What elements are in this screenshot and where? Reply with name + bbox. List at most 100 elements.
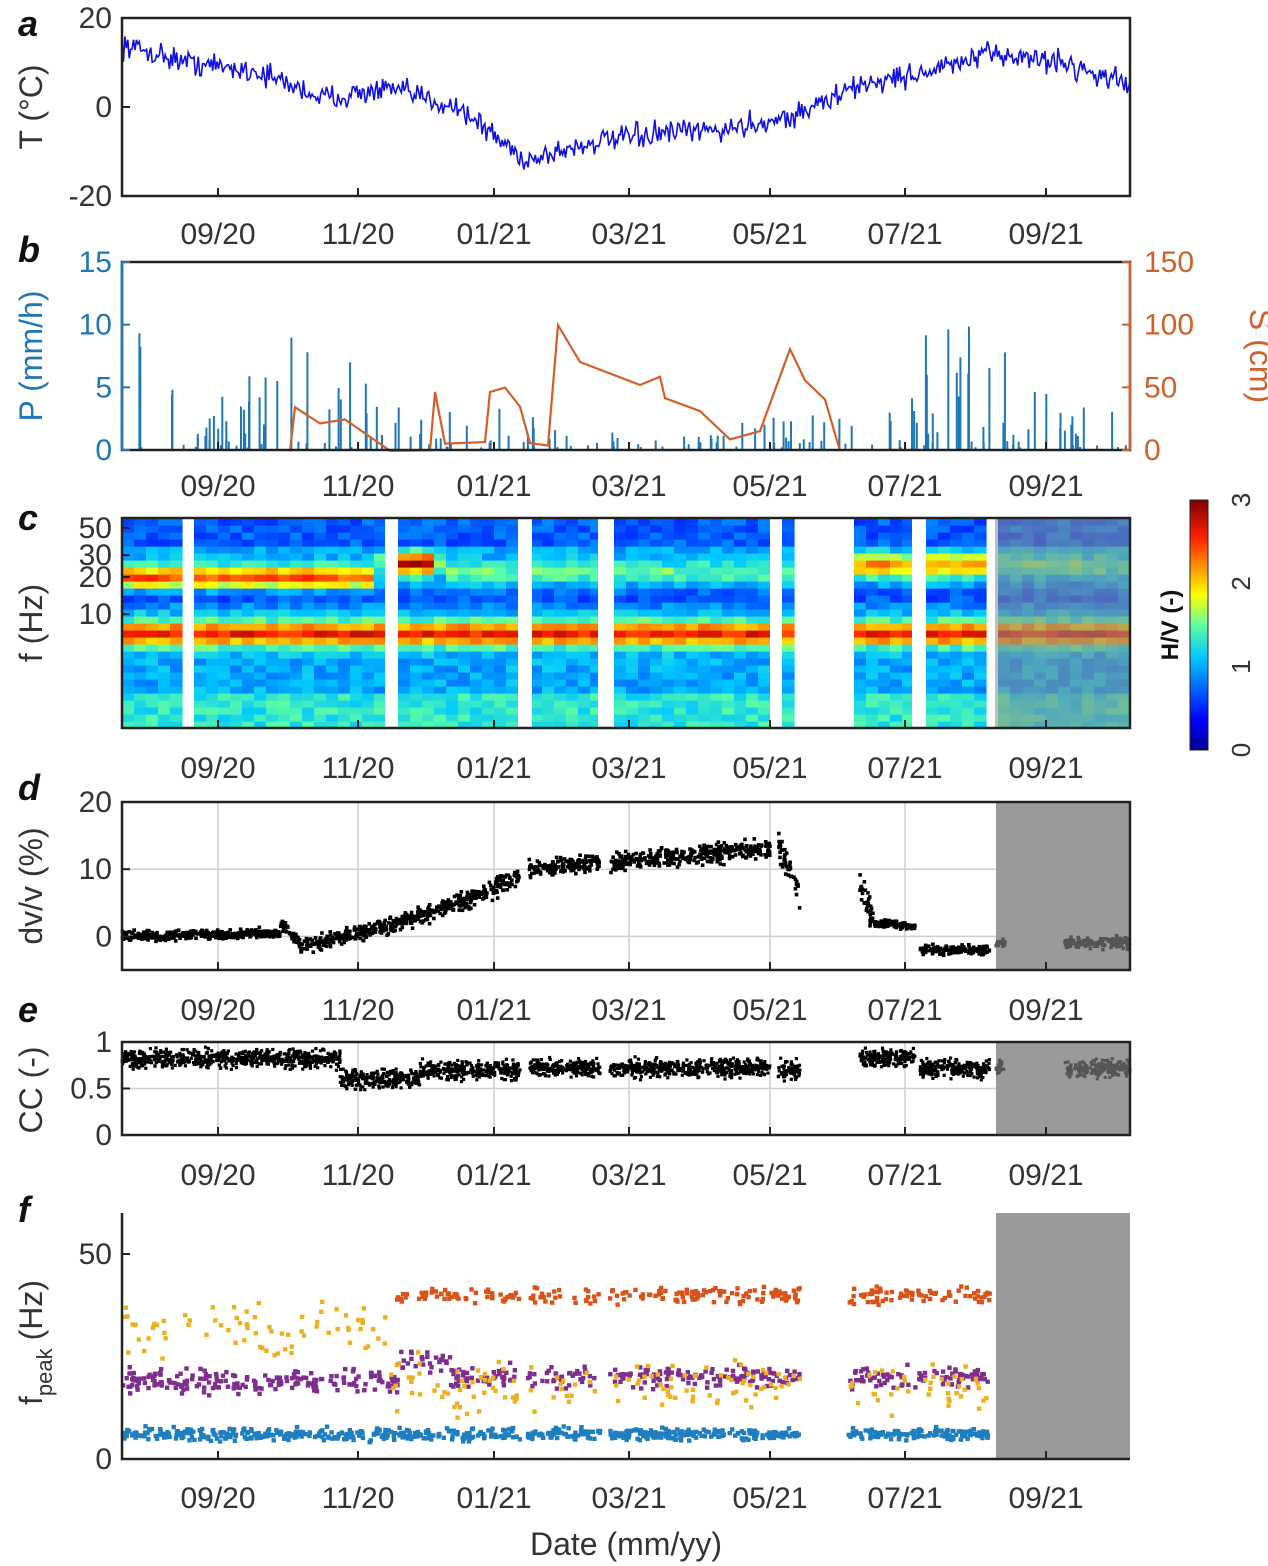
heatmap-cell	[938, 721, 951, 729]
heatmap-cell	[746, 532, 759, 540]
heatmap-cell	[290, 616, 303, 624]
heatmap-cell	[506, 609, 519, 617]
heatmap-cell	[230, 560, 243, 568]
heatmap-cell	[254, 602, 267, 610]
dvv-point	[348, 929, 352, 934]
heatmap-cell	[170, 588, 183, 596]
heatmap-cell	[338, 574, 351, 582]
data-gap	[987, 518, 995, 728]
dvv-point	[560, 866, 565, 871]
heatmap-cell	[710, 658, 723, 666]
heatmap-cell	[614, 637, 627, 645]
heatmap-cell	[866, 693, 879, 701]
heatmap-cell	[974, 637, 987, 645]
heatmap-cell	[650, 525, 663, 533]
heatmap-cell	[974, 525, 987, 533]
dvv-point-shaded	[1002, 943, 1007, 947]
dvv-point	[700, 847, 704, 851]
precip-snow-series	[138, 321, 1127, 452]
heatmap-cell	[482, 609, 495, 617]
heatmap-cell	[662, 574, 675, 582]
heatmap-cell	[362, 560, 375, 568]
heatmap-cell	[590, 637, 603, 645]
dvv-point-shaded	[1125, 943, 1130, 948]
heatmap-cell	[578, 602, 591, 610]
heatmap-cell	[674, 602, 687, 610]
heatmap-cell	[662, 623, 675, 631]
cc-point	[166, 1058, 170, 1062]
heatmap-cell	[290, 700, 303, 708]
heatmap-cell	[554, 637, 567, 645]
heatmap-cell	[218, 665, 231, 673]
heatmap-cell	[890, 623, 903, 631]
heatmap-shade	[995, 518, 1130, 728]
dvv-point	[868, 921, 873, 926]
dvv-point	[318, 946, 322, 951]
heatmap-cell	[206, 644, 219, 652]
heatmap-cell	[482, 693, 495, 701]
heatmap-cell	[266, 553, 279, 561]
heatmap-cell	[206, 539, 219, 547]
heatmap-cell	[614, 602, 627, 610]
cc-point	[210, 1049, 214, 1053]
heatmap-cell	[566, 546, 579, 554]
cc-point	[264, 1054, 268, 1059]
cc-point	[262, 1058, 266, 1062]
heatmap-cell	[614, 581, 627, 589]
dvv-point	[517, 875, 521, 880]
dvv-point	[378, 920, 382, 925]
heatmap-cell	[590, 679, 603, 687]
heatmap-cell	[434, 686, 447, 694]
heatmap-cell	[470, 567, 483, 575]
heatmap-cell	[662, 630, 675, 638]
dvv-point	[699, 857, 704, 861]
dvv-point	[310, 938, 315, 943]
cc-point	[143, 1062, 147, 1066]
dvv-point	[868, 904, 873, 908]
heatmap-cell	[326, 581, 339, 589]
cc-point	[196, 1057, 200, 1061]
heatmap-cell	[506, 602, 519, 610]
heatmap-cell	[242, 700, 255, 708]
y-tick-label: 20	[79, 561, 112, 594]
heatmap-cell	[638, 665, 651, 673]
dvv-point	[361, 938, 366, 943]
heatmap-cell	[362, 623, 375, 631]
heatmap-cell	[506, 686, 519, 694]
heatmap-cell	[506, 658, 519, 666]
dvv-point	[587, 859, 591, 863]
heatmap-cell	[578, 714, 591, 722]
heatmap-cell	[302, 630, 315, 638]
heatmap-cell	[446, 658, 459, 666]
heatmap-cell	[278, 651, 291, 659]
heatmap-cell	[398, 532, 411, 540]
heatmap-cell	[506, 672, 519, 680]
cc-point	[271, 1055, 275, 1059]
heatmap-cell	[590, 574, 603, 582]
heatmap-cell	[446, 686, 459, 694]
heatmap-cell	[218, 581, 231, 589]
heatmap-cell	[962, 588, 975, 596]
heatmap-cell	[938, 616, 951, 624]
heatmap-cell	[686, 525, 699, 533]
heatmap-cell	[410, 714, 423, 722]
heatmap-cell	[470, 553, 483, 561]
heatmap-cell	[710, 581, 723, 589]
heatmap-cell	[410, 602, 423, 610]
heatmap-cell	[782, 616, 795, 624]
dvv-point	[198, 931, 202, 936]
heatmap-cell	[266, 546, 279, 554]
heatmap-cell	[542, 693, 555, 701]
dvv-point-shaded	[1086, 940, 1091, 945]
cc-point	[234, 1066, 238, 1070]
heatmap-cell	[290, 630, 303, 638]
dvv-point-shaded	[1095, 944, 1099, 948]
heatmap-cell	[578, 700, 591, 708]
heatmap-cell	[458, 553, 471, 561]
heatmap-cell	[542, 539, 555, 547]
heatmap-cell	[170, 616, 183, 624]
heatmap-cell	[614, 658, 627, 666]
dvv-point	[722, 841, 727, 845]
heatmap-cell	[746, 623, 759, 631]
cc-point	[284, 1064, 288, 1068]
